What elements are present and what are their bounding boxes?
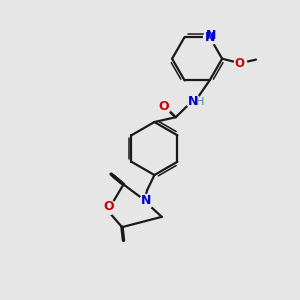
Text: O: O (158, 100, 169, 113)
Text: N: N (206, 29, 216, 42)
Text: N: N (188, 94, 199, 107)
Text: O: O (235, 57, 245, 70)
Text: N: N (204, 31, 215, 44)
Text: O: O (103, 200, 114, 213)
Text: N: N (140, 194, 151, 207)
Text: H: H (196, 98, 204, 107)
